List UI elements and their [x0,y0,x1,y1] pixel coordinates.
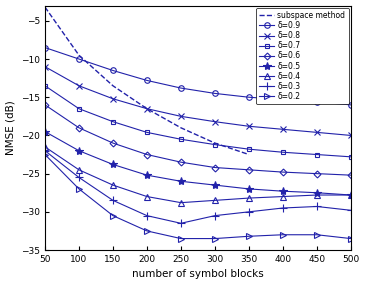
δ=0.7 [77,107,81,110]
Line: δ=0.5: δ=0.5 [41,127,355,199]
δ=0.5 [77,149,81,152]
δ=0.5 [247,187,251,191]
δ=0.2 [77,187,81,191]
δ=0.7 [179,138,183,141]
δ=0.3 [213,214,217,217]
δ=0.5 [315,191,319,194]
δ=0.2 [281,233,285,237]
δ=0.4 [247,196,251,200]
X-axis label: number of symbol blocks: number of symbol blocks [132,269,264,280]
δ=0.6 [179,160,183,164]
δ=0.8 [145,107,149,110]
Line: δ=0.2: δ=0.2 [42,152,354,241]
δ=0.6 [43,103,47,107]
Line: δ=0.4: δ=0.4 [42,144,354,205]
δ=0.6 [349,174,353,177]
Line: δ=0.6: δ=0.6 [43,102,353,178]
δ=0.5 [213,183,217,187]
δ=0.8 [77,84,81,87]
Line: δ=0.8: δ=0.8 [42,63,354,139]
subspace method [77,54,81,57]
δ=0.6 [247,168,251,172]
δ=0.7 [315,153,319,156]
δ=0.7 [349,155,353,158]
δ=0.8 [247,125,251,128]
δ=0.6 [213,166,217,169]
δ=0.2 [43,153,47,156]
δ=0.3 [349,209,353,212]
δ=0.9 [111,69,115,72]
δ=0.3 [43,149,47,152]
subspace method [179,126,183,129]
δ=0.5 [145,174,149,177]
δ=0.2 [213,237,217,240]
δ=0.4 [213,199,217,202]
δ=0.6 [111,141,115,145]
Line: δ=0.7: δ=0.7 [43,83,353,159]
subspace method [145,107,149,110]
δ=0.5 [179,180,183,183]
δ=0.2 [111,214,115,217]
δ=0.2 [315,233,319,237]
subspace method [43,5,47,9]
Line: δ=0.3: δ=0.3 [41,146,355,227]
subspace method [213,141,217,145]
δ=0.2 [247,235,251,238]
δ=0.4 [179,201,183,204]
δ=0.9 [213,92,217,95]
δ=0.8 [281,128,285,131]
δ=0.4 [349,193,353,197]
Legend: subspace method, δ=0.9, δ=0.8, δ=0.7, δ=0.6, δ=0.5, δ=0.4, δ=0.3, δ=0.2: subspace method, δ=0.9, δ=0.8, δ=0.7, δ=… [256,8,349,104]
δ=0.3 [315,205,319,208]
δ=0.7 [145,131,149,134]
δ=0.6 [145,153,149,156]
δ=0.7 [213,143,217,146]
δ=0.2 [179,237,183,240]
δ=0.5 [281,190,285,193]
δ=0.9 [77,57,81,61]
δ=0.7 [247,147,251,151]
δ=0.9 [179,86,183,90]
δ=0.8 [179,115,183,118]
δ=0.3 [179,221,183,225]
Line: δ=0.9: δ=0.9 [42,45,354,108]
δ=0.9 [349,103,353,107]
δ=0.4 [77,168,81,172]
Line: subspace method: subspace method [45,7,249,154]
δ=0.5 [111,163,115,166]
δ=0.4 [111,183,115,187]
δ=0.6 [77,126,81,129]
δ=0.8 [213,120,217,123]
Y-axis label: NMSE (dB): NMSE (dB) [5,100,16,155]
δ=0.4 [43,145,47,148]
δ=0.9 [43,46,47,49]
δ=0.3 [77,176,81,179]
δ=0.3 [247,210,251,213]
subspace method [247,153,251,156]
subspace method [111,84,115,87]
δ=0.6 [281,170,285,174]
δ=0.7 [281,150,285,154]
δ=0.9 [247,95,251,99]
δ=0.4 [281,195,285,198]
δ=0.9 [315,100,319,103]
δ=0.5 [349,193,353,197]
δ=0.8 [43,65,47,68]
δ=0.2 [145,229,149,233]
δ=0.3 [111,199,115,202]
δ=0.2 [349,237,353,240]
δ=0.7 [43,84,47,87]
δ=0.3 [281,206,285,210]
δ=0.5 [43,130,47,133]
δ=0.7 [111,120,115,123]
δ=0.9 [145,79,149,82]
δ=0.4 [145,195,149,198]
δ=0.8 [315,131,319,134]
δ=0.9 [281,98,285,101]
δ=0.8 [349,134,353,137]
δ=0.4 [315,193,319,197]
δ=0.6 [315,172,319,175]
δ=0.3 [145,214,149,217]
δ=0.8 [111,97,115,101]
